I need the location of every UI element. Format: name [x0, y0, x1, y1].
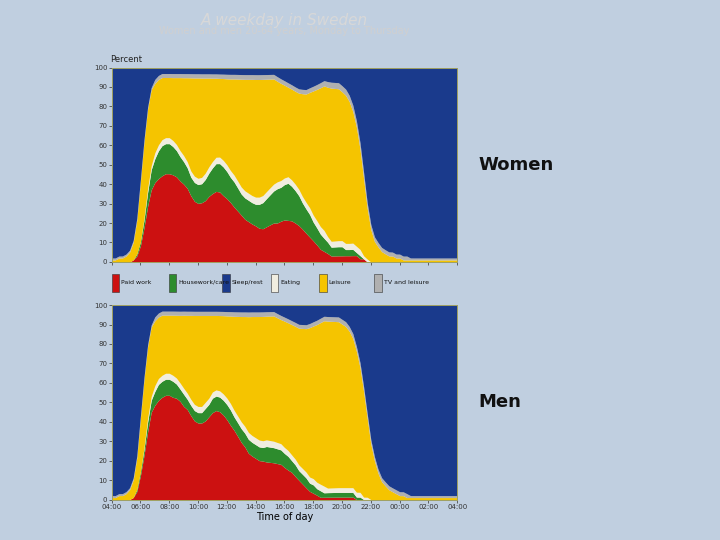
Text: A weekday in Sweden: A weekday in Sweden: [201, 14, 368, 29]
Bar: [319, 274, 327, 292]
Text: TV and leisure: TV and leisure: [384, 280, 429, 285]
Text: Women: Women: [479, 156, 554, 174]
Text: Women and men 20-64 years, Monday to Thursday: Women and men 20-64 years, Monday to Thu…: [159, 26, 410, 36]
Text: Eating: Eating: [280, 280, 300, 285]
Bar: [112, 274, 120, 292]
X-axis label: Time of day: Time of day: [256, 512, 313, 522]
Text: Paid work: Paid work: [121, 280, 152, 285]
Bar: [222, 274, 230, 292]
Bar: [168, 274, 176, 292]
Text: Men: Men: [479, 393, 522, 411]
Text: Leisure: Leisure: [328, 280, 351, 285]
Text: Housework/care: Housework/care: [179, 280, 229, 285]
Bar: [374, 274, 382, 292]
Text: Sleep/rest: Sleep/rest: [232, 280, 264, 285]
Bar: [271, 274, 278, 292]
Text: Percent: Percent: [110, 55, 142, 64]
